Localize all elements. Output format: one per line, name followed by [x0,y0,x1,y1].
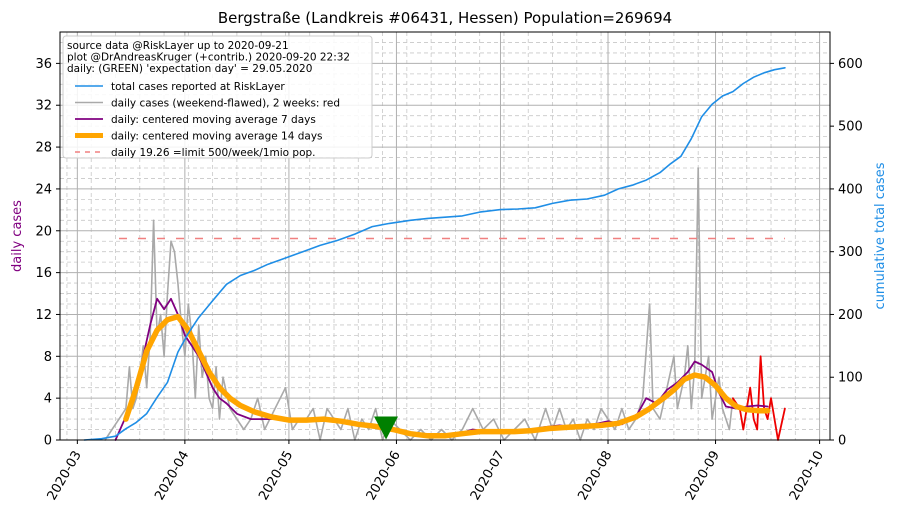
chart-title: Bergstraße (Landkreis #06431, Hessen) Po… [218,9,672,27]
y-axis-right-label: cumulative total cases [873,162,888,309]
series-total-line [83,67,786,441]
y-right-tick-label: 100 [838,371,863,386]
expectation-day-marker [374,416,399,440]
y-left-tick-label: 16 [35,266,52,281]
x-tick-label: 2020-10 [787,449,827,504]
legend-label-limit: daily 19.26 =limit 500/week/1mio pop. [111,147,316,159]
legend-label-daily: daily cases (weekend-flawed), 2 weeks: r… [111,98,340,110]
legend-label-ma14: daily: centered moving average 14 days [111,131,323,143]
legend-header-line: daily: (GREEN) 'expectation day' = 29.05… [67,63,312,75]
legend-label-ma7: daily: centered moving average 7 days [111,114,316,126]
x-tick-label: 2020-08 [575,449,615,504]
y-right-tick-label: 200 [838,308,863,323]
y-right-tick-label: 500 [838,120,863,135]
x-tick-label: 2020-06 [364,449,404,504]
legend-box [62,35,373,159]
y-left-tick-label: 24 [35,182,52,197]
x-tick-label: 2020-03 [45,449,85,504]
x-tick-label: 2020-07 [468,449,508,504]
x-tick-label: 2020-04 [152,449,192,504]
legend-header-line: plot @DrAndreasKruger (+contrib.) 2020-0… [67,52,350,64]
series-daily_recent-line [732,355,786,441]
series-ma14-line [123,313,771,439]
y-left-tick-label: 36 [35,57,52,72]
legend-header-line: source data @RiskLayer up to 2020-09-21 [67,40,289,52]
y-left-tick-label: 32 [35,99,52,114]
y-right-tick-label: 300 [838,245,863,260]
y-left-tick-label: 0 [44,434,52,449]
legend-label-total: total cases reported at RiskLayer [111,81,285,93]
y-right-tick-label: 0 [838,434,846,449]
legend: source data @RiskLayer up to 2020-09-21p… [62,35,373,159]
plot-frame [59,31,831,441]
x-tick-label: 2020-09 [683,449,723,504]
marker-layer [374,416,399,440]
series-layer [83,67,786,441]
y-right-tick-label: 400 [838,182,863,197]
y-left-tick-label: 12 [35,308,52,323]
y-left-tick-label: 28 [35,141,52,156]
y-left-tick-label: 20 [35,224,52,239]
y-left-tick-label: 8 [44,350,52,365]
y-axis-left-label: daily cases [10,200,25,272]
y-right-tick-label: 600 [838,57,863,72]
y-left-tick-label: 4 [44,392,52,407]
x-tick-label: 2020-05 [256,449,296,504]
